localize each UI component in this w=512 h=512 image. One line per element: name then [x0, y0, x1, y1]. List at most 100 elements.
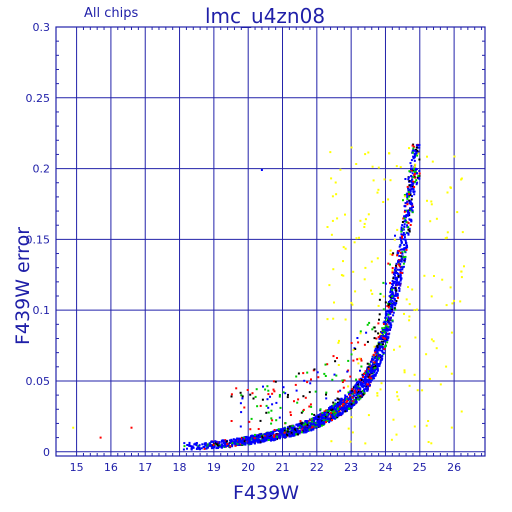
- data-point: [401, 248, 403, 251]
- data-point: [307, 426, 310, 429]
- data-point: [338, 410, 341, 413]
- data-point: [329, 416, 332, 419]
- data-point: [243, 441, 246, 444]
- data-point: [404, 220, 407, 223]
- data-point: [352, 401, 355, 404]
- data-point: [293, 431, 296, 434]
- data-point: [203, 442, 206, 445]
- data-point: [279, 406, 282, 409]
- data-point: [379, 336, 382, 339]
- data-point: [387, 302, 390, 305]
- data-point: [412, 168, 415, 170]
- data-point: [386, 317, 389, 320]
- data-point: [362, 388, 365, 391]
- data-point: [302, 431, 305, 434]
- data-point: [359, 219, 362, 222]
- data-point: [403, 220, 406, 223]
- data-point: [352, 270, 355, 273]
- data-point: [357, 390, 360, 393]
- data-point: [397, 275, 400, 278]
- data-point: [389, 291, 392, 294]
- data-point: [414, 180, 416, 183]
- x-tick-label: 16: [104, 461, 118, 474]
- data-point: [389, 253, 392, 256]
- y-tick-label: 0.1: [33, 304, 51, 317]
- data-point: [404, 209, 406, 212]
- data-point: [411, 172, 414, 175]
- data-point: [417, 177, 420, 180]
- data-point: [325, 411, 328, 414]
- x-tick-label: 22: [310, 461, 324, 474]
- data-point: [264, 388, 267, 391]
- data-point: [352, 349, 355, 352]
- data-point: [337, 364, 340, 366]
- data-point: [386, 341, 389, 344]
- data-point: [445, 365, 448, 368]
- data-point: [276, 435, 279, 438]
- data-point: [266, 432, 269, 435]
- data-point: [403, 233, 406, 236]
- data-point: [390, 305, 393, 308]
- data-point: [412, 176, 415, 179]
- data-point: [234, 444, 237, 447]
- data-point: [367, 367, 370, 370]
- data-point: [269, 436, 272, 439]
- data-point: [399, 166, 402, 169]
- data-point: [271, 392, 274, 395]
- data-point: [410, 206, 413, 209]
- data-point: [302, 410, 304, 413]
- data-point: [412, 191, 415, 193]
- data-point: [337, 401, 339, 404]
- data-point: [381, 330, 384, 333]
- data-point: [344, 394, 347, 397]
- data-point: [357, 362, 360, 365]
- data-point: [389, 299, 392, 302]
- data-point: [298, 429, 301, 432]
- data-point: [278, 416, 281, 419]
- data-point: [357, 394, 360, 397]
- data-point: [350, 389, 353, 392]
- data-point: [402, 256, 405, 259]
- data-point: [410, 203, 413, 206]
- data-point: [400, 241, 403, 244]
- data-point: [340, 397, 343, 400]
- data-point: [391, 282, 394, 285]
- data-point: [416, 389, 419, 392]
- data-point: [345, 409, 348, 412]
- data-point: [373, 349, 376, 352]
- data-point: [407, 226, 410, 229]
- data-point: [342, 260, 344, 263]
- data-point: [346, 395, 348, 398]
- data-point: [299, 422, 302, 425]
- data-point: [269, 395, 271, 398]
- data-point: [403, 312, 405, 315]
- data-point: [283, 436, 285, 439]
- data-point: [249, 442, 252, 445]
- data-point: [231, 444, 234, 447]
- data-point: [319, 409, 322, 412]
- data-point: [332, 401, 335, 404]
- data-point: [394, 267, 397, 270]
- data-point: [249, 428, 252, 431]
- data-point: [365, 370, 368, 373]
- data-point: [360, 378, 363, 381]
- data-point: [364, 442, 367, 445]
- data-point: [402, 265, 405, 268]
- data-point: [384, 316, 387, 319]
- data-point: [306, 429, 309, 432]
- data-point: [395, 262, 398, 265]
- data-point: [418, 170, 421, 172]
- data-point: [363, 222, 366, 225]
- data-point: [439, 383, 442, 386]
- data-point: [407, 232, 410, 235]
- data-point: [406, 185, 409, 188]
- data-point: [256, 440, 259, 443]
- data-point: [403, 194, 406, 196]
- data-point: [373, 345, 376, 348]
- data-point: [415, 152, 418, 154]
- data-point: [226, 443, 229, 445]
- data-point: [239, 425, 242, 428]
- data-point: [186, 444, 189, 446]
- data-point: [388, 152, 390, 155]
- data-point: [370, 289, 372, 292]
